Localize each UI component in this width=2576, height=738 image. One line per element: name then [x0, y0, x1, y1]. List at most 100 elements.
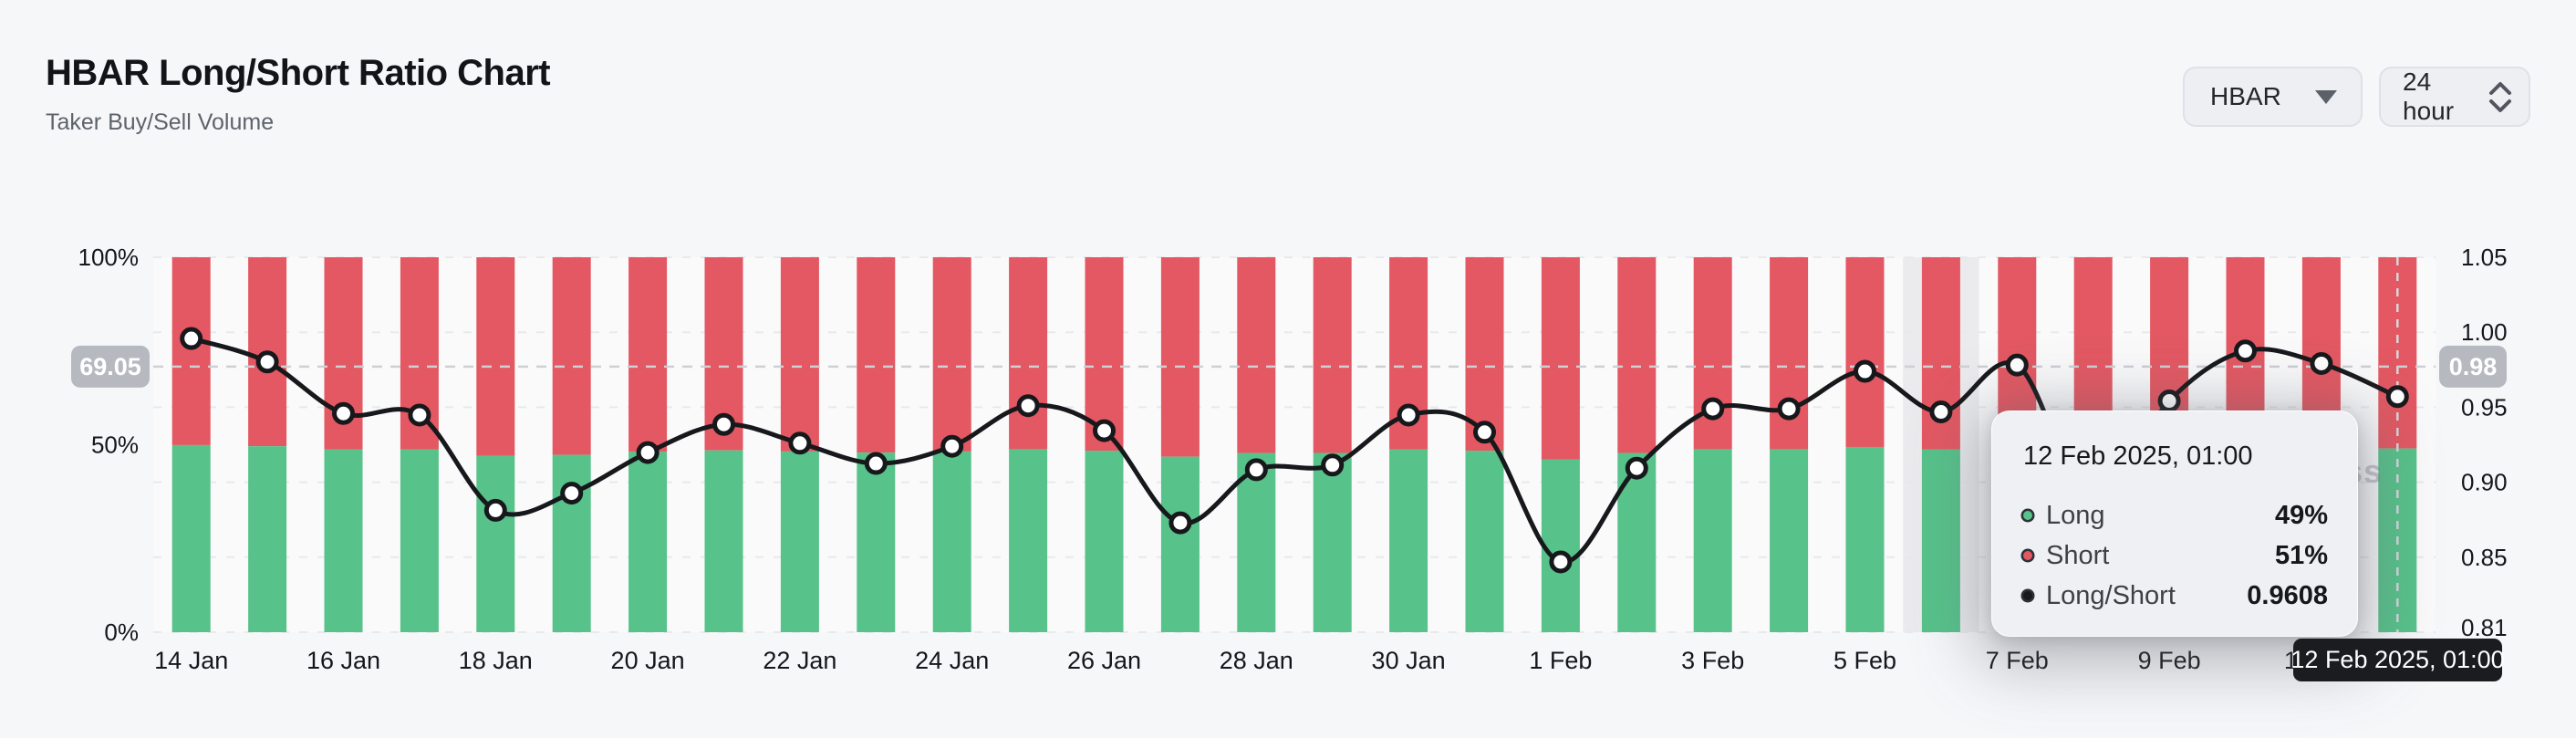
svg-text:20 Jan: 20 Jan [611, 647, 685, 674]
svg-text:18 Jan: 18 Jan [459, 647, 533, 674]
ratio-marker[interactable] [1549, 550, 1573, 574]
ratio-marker[interactable] [2385, 385, 2409, 409]
ratio-marker[interactable] [1929, 400, 1953, 424]
ratio-marker[interactable] [255, 350, 279, 374]
crosshair-left-pill: 69.05 [71, 345, 150, 388]
long-bar-segment[interactable] [400, 449, 439, 632]
long-bar-segment[interactable] [704, 450, 743, 632]
svg-text:1.00: 1.00 [2461, 318, 2508, 346]
svg-text:1.05: 1.05 [2461, 244, 2508, 271]
ratio-marker[interactable] [1777, 397, 1801, 421]
short-bar-segment[interactable] [1465, 257, 1504, 452]
ratio-marker[interactable] [636, 441, 660, 464]
short-bar-segment[interactable] [1845, 257, 1885, 447]
crosshair-right-pill: 0.98 [2439, 345, 2507, 388]
long-bar-segment[interactable] [857, 452, 896, 632]
symbol-dropdown-value: HBAR [2210, 82, 2281, 110]
long-bar-segment[interactable] [324, 449, 363, 632]
short-bar-segment[interactable] [1313, 257, 1352, 453]
long-bar-segment[interactable] [1389, 449, 1428, 632]
short-series-icon [2023, 551, 2032, 560]
ratio-marker[interactable] [1397, 403, 1420, 427]
short-bar-segment[interactable] [857, 257, 896, 453]
ratio-marker[interactable] [2234, 339, 2257, 363]
ratio-marker[interactable] [1321, 453, 1345, 477]
short-bar-segment[interactable] [932, 257, 971, 452]
interval-spinner-icon [2488, 81, 2512, 113]
svg-text:26 Jan: 26 Jan [1067, 647, 1141, 674]
ratio-marker[interactable] [408, 403, 431, 427]
long-bar-segment[interactable] [248, 446, 287, 632]
long-series-icon [2023, 511, 2032, 520]
tooltip-row-value: 51% [2274, 540, 2328, 570]
long-bar-segment[interactable] [932, 451, 971, 632]
tooltip-row-label: Short [2046, 540, 2110, 570]
long-bar-segment[interactable] [1465, 451, 1504, 632]
long-bar-segment[interactable] [552, 454, 591, 632]
ratio-marker[interactable] [1473, 421, 1496, 444]
short-bar-segment[interactable] [1617, 257, 1657, 453]
ratio-marker[interactable] [1244, 458, 1268, 482]
right-axis-labels: 1.05 1.00 0.95 0.90 0.85 0.81 [2461, 244, 2508, 641]
ratio-marker[interactable] [1093, 419, 1116, 442]
short-bar-segment[interactable] [780, 257, 819, 452]
ratio-marker[interactable] [180, 327, 203, 350]
short-bar-segment[interactable] [171, 257, 211, 445]
svg-text:0.90: 0.90 [2461, 469, 2508, 496]
long-bar-segment[interactable] [1541, 459, 1580, 632]
long-bar-segment[interactable] [1160, 456, 1200, 632]
long-bar-segment[interactable] [1845, 446, 1885, 632]
long-bar-segment[interactable] [780, 451, 819, 632]
short-bar-segment[interactable] [476, 257, 515, 456]
long-bar-segment[interactable] [628, 452, 668, 632]
short-bar-segment[interactable] [628, 257, 668, 452]
ratio-marker[interactable] [2005, 353, 2029, 377]
short-bar-segment[interactable] [1160, 257, 1200, 457]
long-bar-segment[interactable] [1237, 452, 1276, 632]
ratio-marker[interactable] [332, 401, 355, 425]
svg-text:9 Feb: 9 Feb [2138, 647, 2201, 674]
ratio-marker[interactable] [788, 431, 812, 455]
svg-text:0.95: 0.95 [2461, 393, 2508, 421]
short-bar-segment[interactable] [1770, 257, 1809, 450]
ratio-marker[interactable] [940, 434, 964, 458]
long-bar-segment[interactable] [1921, 449, 1960, 632]
interval-selector-value: 24 hour [2403, 68, 2455, 125]
ratio-marker[interactable] [1169, 511, 1192, 535]
long-bar-segment[interactable] [1617, 452, 1657, 632]
ratio-marker[interactable] [1701, 397, 1725, 421]
ratio-marker[interactable] [1625, 456, 1648, 480]
long-bar-segment[interactable] [1693, 449, 1732, 632]
ratio-marker[interactable] [560, 482, 584, 505]
ratio-marker[interactable] [712, 412, 735, 436]
ratio-marker[interactable] [2157, 390, 2181, 413]
ratio-line-markers[interactable] [180, 327, 2409, 574]
page-title: HBAR Long/Short Ratio Chart [46, 53, 551, 93]
svg-text:0%: 0% [104, 618, 139, 646]
ratio-marker[interactable] [2310, 351, 2333, 375]
short-bar-segment[interactable] [1237, 257, 1276, 453]
long-bar-segment[interactable] [1313, 452, 1352, 632]
ratio-marker[interactable] [864, 452, 888, 475]
long-bar-segment[interactable] [1009, 449, 1048, 632]
short-bar-segment[interactable] [1009, 257, 1048, 450]
long-bar-segment[interactable] [1085, 451, 1124, 632]
interval-selector[interactable]: 24 hour [2379, 67, 2530, 127]
ratio-marker[interactable] [1016, 394, 1040, 418]
chart-controls: HBAR 24 hour [2183, 67, 2530, 127]
tooltip-row-label: Long/Short [2046, 580, 2176, 610]
symbol-dropdown[interactable]: HBAR [2183, 67, 2363, 127]
long-bar-segment[interactable] [171, 444, 211, 632]
ratio-marker[interactable] [1854, 359, 1876, 383]
tooltip-row-value: 49% [2274, 500, 2328, 530]
short-bar-segment[interactable] [1541, 257, 1580, 460]
short-bar-segment[interactable] [1693, 257, 1732, 450]
svg-text:0.81: 0.81 [2461, 614, 2508, 641]
svg-text:24 Jan: 24 Jan [915, 647, 989, 674]
short-bar-segment[interactable] [552, 257, 591, 455]
short-bar-segment[interactable] [1085, 257, 1124, 452]
long-bar-segment[interactable] [476, 455, 515, 632]
long-bar-segment[interactable] [1770, 449, 1809, 632]
ratio-marker[interactable] [483, 498, 507, 522]
